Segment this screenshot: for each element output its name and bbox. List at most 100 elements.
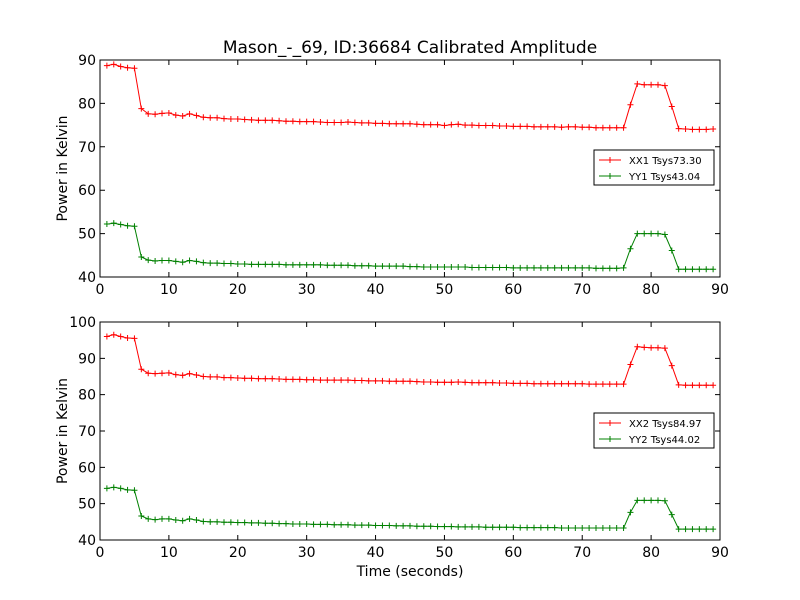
data-point-marker [248, 261, 255, 268]
data-point-marker [620, 381, 627, 388]
data-point-marker [668, 103, 675, 110]
data-point-marker [475, 523, 482, 530]
data-point-marker [379, 377, 386, 384]
data-point-marker [586, 381, 593, 388]
y-tick-label: 40 [78, 270, 96, 286]
data-point-marker [420, 264, 427, 271]
data-point-marker [558, 124, 565, 131]
y-tick-label: 50 [78, 227, 96, 243]
data-point-marker [710, 266, 717, 273]
data-point-marker [496, 380, 503, 387]
data-point-marker [661, 497, 668, 504]
data-point-marker [241, 519, 248, 526]
x-axis-label: Time (seconds) [356, 564, 464, 580]
data-point-marker [565, 123, 572, 130]
data-point-marker [269, 117, 276, 124]
data-point-marker [324, 521, 331, 528]
data-point-marker [241, 375, 248, 382]
data-point-marker [475, 122, 482, 129]
data-point-marker [138, 105, 145, 112]
data-point-marker [186, 370, 193, 377]
data-point-marker [441, 264, 448, 271]
data-point-marker [214, 518, 221, 525]
data-point-marker [393, 522, 400, 529]
y-tick-label: 70 [78, 424, 96, 440]
data-point-marker [593, 525, 599, 532]
data-point-marker [482, 122, 489, 129]
data-point-marker [338, 262, 345, 269]
x-tick-label: 90 [711, 282, 729, 298]
data-point-marker [448, 379, 455, 386]
data-point-marker [565, 380, 572, 387]
data-point-marker [627, 509, 634, 516]
data-point-marker [593, 265, 599, 272]
data-point-marker [641, 497, 648, 504]
data-point-marker [193, 517, 200, 524]
data-point-marker [276, 376, 283, 383]
data-point-marker [310, 261, 317, 268]
data-point-marker [586, 264, 593, 271]
data-point-marker [689, 382, 696, 389]
data-point-marker [200, 259, 207, 266]
data-point-marker [296, 118, 303, 125]
data-point-marker [145, 515, 152, 522]
data-point-marker [124, 64, 131, 71]
data-point-marker [689, 266, 696, 273]
data-point-marker [661, 345, 668, 352]
bottom-series-1 [103, 331, 717, 389]
data-point-marker [537, 264, 544, 271]
data-point-marker [655, 497, 661, 504]
data-point-marker [283, 376, 289, 383]
data-point-marker [379, 522, 386, 529]
data-point-marker [372, 120, 379, 127]
data-point-marker [558, 525, 565, 532]
data-point-marker [400, 378, 407, 385]
data-point-marker [710, 526, 717, 533]
data-point-marker [138, 254, 145, 261]
data-point-marker [489, 524, 496, 531]
data-point-marker [393, 378, 400, 385]
data-point-marker [338, 119, 345, 126]
data-point-marker [413, 263, 420, 270]
legend-entry-label: XX2 Tsys84.97 [629, 419, 702, 430]
data-point-marker [475, 379, 482, 386]
data-point-marker [696, 266, 703, 273]
data-point-marker [496, 264, 503, 271]
data-point-marker [668, 511, 675, 518]
data-point-marker [331, 521, 338, 528]
data-point-marker [324, 377, 331, 384]
data-point-marker [303, 261, 310, 268]
data-point-marker [710, 382, 717, 389]
y-tick-label: 90 [78, 53, 96, 69]
data-point-marker [579, 124, 586, 131]
data-point-marker [214, 373, 221, 380]
data-point-marker [131, 65, 138, 72]
data-point-marker [400, 120, 407, 127]
data-point-marker [620, 525, 627, 532]
legend-swatch [599, 436, 621, 442]
data-point-marker [558, 380, 565, 387]
data-point-marker [606, 525, 613, 532]
data-point-marker [400, 522, 407, 529]
x-tick-label: 90 [711, 545, 729, 561]
data-point-marker [434, 379, 441, 386]
data-point-marker [482, 264, 489, 271]
data-point-marker [248, 375, 255, 382]
data-point-marker [462, 122, 469, 129]
data-point-marker [544, 524, 551, 531]
data-point-marker [221, 519, 227, 526]
y-tick-label: 70 [78, 140, 96, 156]
data-point-marker [324, 262, 331, 269]
data-point-marker [710, 126, 717, 133]
data-point-marker [407, 378, 413, 385]
data-point-marker [124, 222, 131, 229]
data-point-marker [152, 111, 159, 118]
data-point-marker [221, 260, 227, 267]
data-point-marker [186, 257, 193, 264]
data-point-marker [345, 119, 351, 126]
data-point-marker [358, 522, 365, 529]
data-point-marker [159, 370, 165, 377]
data-point-marker [269, 520, 276, 527]
data-point-marker [586, 124, 593, 131]
data-point-marker [661, 82, 668, 89]
